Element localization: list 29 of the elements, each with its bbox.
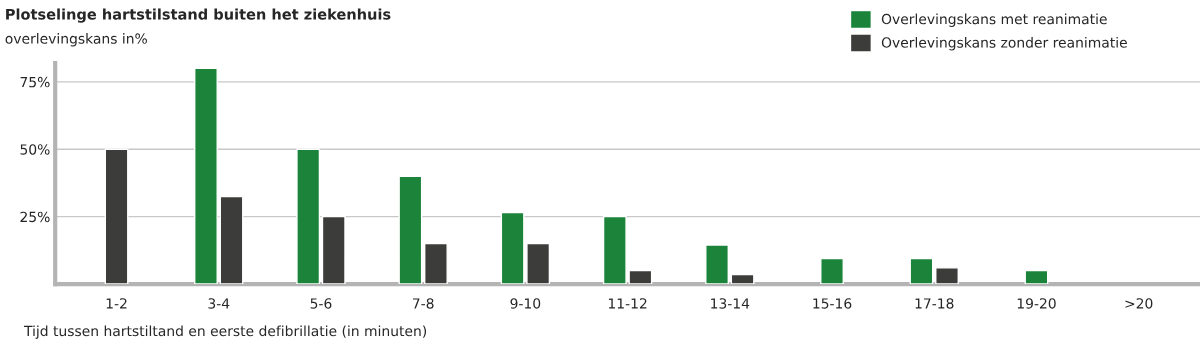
x-tick-label: 3-4 — [208, 298, 230, 309]
bar — [705, 244, 729, 285]
x-tick-label: 1-2 — [106, 298, 127, 309]
y-tick-label: 50% — [20, 144, 50, 155]
bar — [321, 215, 346, 285]
x-tick-label: 7-8 — [412, 298, 434, 309]
legend-label: Overlevingskans zonder reanimatie — [881, 37, 1127, 51]
x-tick-label: >20 — [1125, 298, 1153, 309]
x-tick-label: 9-10 — [510, 298, 541, 309]
x-tick-label: 19-20 — [1017, 298, 1056, 309]
bar — [398, 175, 423, 285]
x-tick-label: 15-16 — [813, 298, 852, 309]
chart-title: Plotselinge hartstilstand buiten het ziekenhuis — [6, 8, 391, 23]
bar — [935, 267, 959, 285]
bar — [730, 273, 755, 285]
y-tick-label: 25% — [20, 211, 50, 223]
x-tick-label: 5-6 — [310, 298, 332, 309]
bar — [909, 257, 934, 285]
x-tick-label: 17-18 — [915, 298, 954, 309]
y-tick-label: 75% — [20, 76, 50, 88]
bar — [219, 195, 244, 285]
bar — [424, 242, 448, 285]
x-tick-label: 11-12 — [608, 298, 647, 309]
x-tick-label: 13-14 — [711, 298, 750, 309]
bar — [194, 67, 218, 285]
chart-subtitle: overlevingskans in% — [5, 33, 147, 47]
bar — [296, 148, 321, 285]
x-axis-title: Tijd tussen hartstiltand en eerste defibrillatie (in minuten) — [23, 325, 427, 339]
legend-label: Overlevingskans met reanimatie — [881, 13, 1107, 27]
